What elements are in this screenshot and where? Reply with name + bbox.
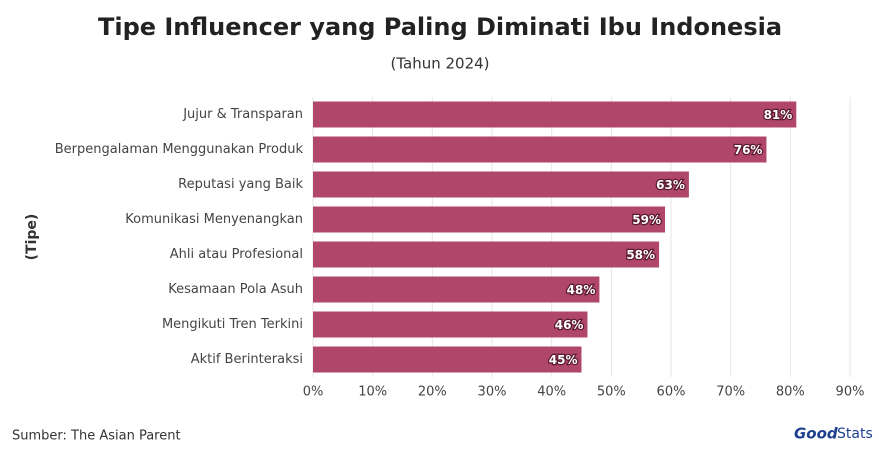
bar (313, 171, 689, 198)
value-label: 76% (734, 143, 763, 157)
value-label: 46% (555, 318, 584, 332)
bar (313, 311, 588, 338)
y-axis-label: (Tipe) (24, 214, 40, 261)
bar (313, 206, 666, 233)
value-label: 81% (764, 108, 793, 122)
logo-stats: Stats (837, 426, 873, 442)
bar (313, 136, 767, 163)
bar (313, 276, 600, 303)
x-tick-label: 20% (418, 385, 447, 400)
y-tick-label: Mengikuti Tren Terkini (162, 317, 303, 332)
y-tick-label: Reputasi yang Baik (178, 177, 303, 192)
chart-subtitle: (Tahun 2024) (390, 55, 489, 73)
logo-good: Good (794, 425, 838, 443)
bar (313, 241, 660, 268)
x-tick-label: 90% (836, 385, 865, 400)
bar (313, 346, 582, 373)
source: Sumber: The Asian Parent (12, 429, 181, 444)
y-tick-label: Komunikasi Menyenangkan (125, 212, 303, 227)
value-label: 59% (632, 213, 661, 227)
y-tick-label: Berpengalaman Menggunakan Produk (55, 142, 304, 157)
y-tick-label: Aktif Berinteraksi (191, 352, 303, 367)
x-tick-label: 50% (597, 385, 626, 400)
x-tick-label: 0% (303, 385, 324, 400)
x-tick-label: 40% (537, 385, 566, 400)
bar (313, 101, 797, 128)
chart-title: Tipe Influencer yang Paling Diminati Ibu… (98, 13, 782, 41)
y-tick-label: Ahli atau Profesional (170, 247, 303, 262)
y-tick-label: Jujur & Transparan (182, 107, 303, 122)
value-label: 48% (567, 283, 596, 297)
value-label: 58% (626, 248, 655, 262)
x-tick-label: 10% (358, 385, 387, 400)
x-tick-label: 70% (716, 385, 745, 400)
y-tick-label: Kesamaan Pola Asuh (168, 282, 303, 297)
x-tick-label: 30% (478, 385, 507, 400)
value-label: 63% (656, 178, 685, 192)
value-label: 45% (549, 353, 578, 367)
x-tick-label: 60% (657, 385, 686, 400)
x-tick-label: 80% (776, 385, 805, 400)
